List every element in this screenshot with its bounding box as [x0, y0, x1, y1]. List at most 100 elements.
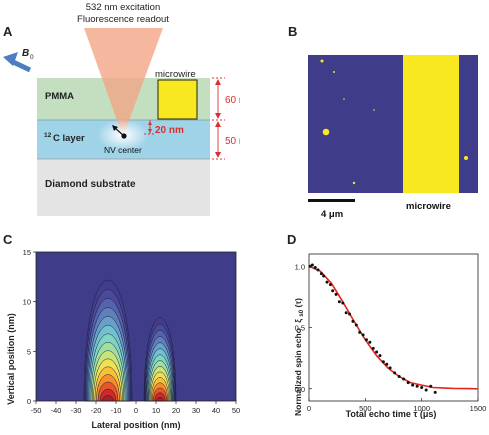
- panel-b-letter: B: [288, 24, 297, 39]
- data-point: [351, 319, 355, 323]
- data-point: [402, 377, 406, 381]
- data-point: [368, 340, 372, 344]
- scalebar-label: 4 μm: [321, 209, 343, 220]
- diamond-substrate-layer: [37, 159, 210, 216]
- data-point: [310, 263, 314, 267]
- data-point: [378, 354, 382, 358]
- panel-a-letter: A: [3, 24, 13, 39]
- data-point: [341, 301, 345, 305]
- data-point: [388, 366, 392, 370]
- d-plot-area: 0 500 1000 1500 0.0 0.5 1.0: [295, 253, 487, 413]
- c-ytick-label: 0: [27, 397, 31, 406]
- data-point: [371, 346, 375, 350]
- data-point: [334, 292, 338, 296]
- c12-label: C layer: [53, 133, 85, 144]
- data-point: [364, 338, 368, 342]
- c12-superscript: 12: [44, 132, 52, 139]
- microwire-label-b: microwire: [406, 201, 451, 212]
- data-point: [433, 390, 437, 394]
- microwire-image: [403, 55, 459, 193]
- c-xtick-label: 0: [134, 406, 138, 415]
- d-ylabel: Normalized spin echo ξ s0 (τ): [293, 298, 305, 416]
- data-point: [411, 383, 415, 387]
- c-xtick-label: -50: [31, 406, 42, 415]
- substrate-label: Diamond substrate: [45, 179, 136, 190]
- c-xtick-label: 30: [192, 406, 200, 415]
- panel-c-contour-plot: C Vertical position (nm) Lateral positio…: [3, 232, 241, 430]
- c-xtick-label: 20: [172, 406, 180, 415]
- data-point: [348, 312, 352, 316]
- b0-subscript: 0: [30, 54, 34, 61]
- data-point: [344, 311, 348, 315]
- pmma-label: PMMA: [45, 91, 74, 102]
- data-point: [325, 280, 329, 284]
- panel-c-letter: C: [3, 232, 13, 247]
- data-point: [337, 300, 341, 304]
- d-ytick-label: 1.0: [295, 262, 305, 271]
- data-point: [316, 268, 320, 272]
- c-xtick-label: 40: [212, 406, 220, 415]
- d-ylabel-symbol: ξ: [293, 319, 303, 323]
- data-point: [361, 333, 365, 337]
- contour-background: [36, 252, 236, 401]
- dim-60nm: 60 nm: [225, 95, 240, 106]
- b0-label: B: [22, 48, 29, 59]
- c-xlabel: Lateral position (nm): [91, 420, 180, 430]
- d-xtick-label: 500: [359, 404, 372, 413]
- data-point: [328, 283, 332, 287]
- c-xtick-label: -30: [71, 406, 82, 415]
- c-ytick-label: 10: [23, 298, 31, 307]
- d-ylabel-suffix: (τ): [293, 298, 303, 308]
- data-point: [397, 375, 401, 378]
- scalebar: [308, 199, 355, 202]
- dim-50nm: 50 nm: [225, 136, 240, 147]
- c-xtick-label: 50: [232, 406, 240, 415]
- data-point: [406, 381, 410, 385]
- nv-spots: [320, 59, 468, 185]
- microwire-label-a: microwire: [155, 69, 196, 80]
- panel-b-microscopy: B 4 μm microwire: [288, 24, 478, 220]
- d-ylabel-sub: s0: [299, 309, 305, 316]
- b0-field-arrow: [3, 52, 32, 73]
- c-xtick-label: -40: [51, 406, 62, 415]
- data-point: [429, 384, 433, 388]
- d-xtick-label: 1000: [413, 404, 430, 413]
- d-frame: [308, 253, 479, 402]
- d-ylabel-prefix: Normalized spin echo: [293, 328, 303, 416]
- c-ytick-label: 15: [23, 248, 31, 257]
- data-point: [415, 384, 419, 388]
- d-xtick-label: 1500: [470, 404, 487, 413]
- svg-text:Normalized spin echo ξ: Normalized spin echo ξ s0 (τ): [293, 298, 305, 416]
- c-plot-area: [36, 252, 236, 402]
- data-point: [424, 388, 428, 392]
- data-point: [393, 371, 397, 375]
- panel-d-letter: D: [287, 232, 296, 247]
- excitation-label: 532 nm excitation: [86, 2, 160, 13]
- data-point: [375, 350, 379, 354]
- panel-d-spin-echo: D Normalized spin echo ξ s0 (τ) Total ec…: [287, 232, 487, 419]
- laser-cone: [84, 28, 163, 137]
- data-point: [381, 360, 385, 364]
- dim-20nm: 20 nm: [155, 125, 184, 136]
- contour-level: [156, 397, 164, 402]
- data-point: [354, 323, 358, 327]
- data-point: [322, 274, 326, 278]
- data-point: [331, 289, 335, 293]
- data-point: [358, 330, 362, 334]
- d-xlabel: Total echo time τ (μs): [346, 409, 437, 419]
- d-xtick-label: 0: [307, 404, 311, 413]
- panel-a-schematic: A 532 nm excitation Fluorescence readout…: [3, 2, 240, 216]
- d-ytick-label: 0.0: [295, 385, 305, 394]
- d-ytick-label: 0.5: [295, 324, 305, 333]
- data-point: [385, 362, 389, 366]
- c-ylabel: Vertical position (nm): [6, 313, 16, 405]
- c-axes: -50 -40 -30 -20 -10 0 10 20 30 40 50 0 5 10 15: [23, 248, 241, 415]
- c-xtick-label: -20: [91, 406, 102, 415]
- microwire-cross-section: [157, 79, 198, 120]
- c-xtick-label: -10: [111, 406, 122, 415]
- c-xtick-label: 10: [152, 406, 160, 415]
- data-point: [313, 265, 317, 269]
- nv-center-label: NV center: [104, 145, 142, 155]
- c-ytick-label: 5: [27, 347, 31, 356]
- data-point: [319, 272, 323, 276]
